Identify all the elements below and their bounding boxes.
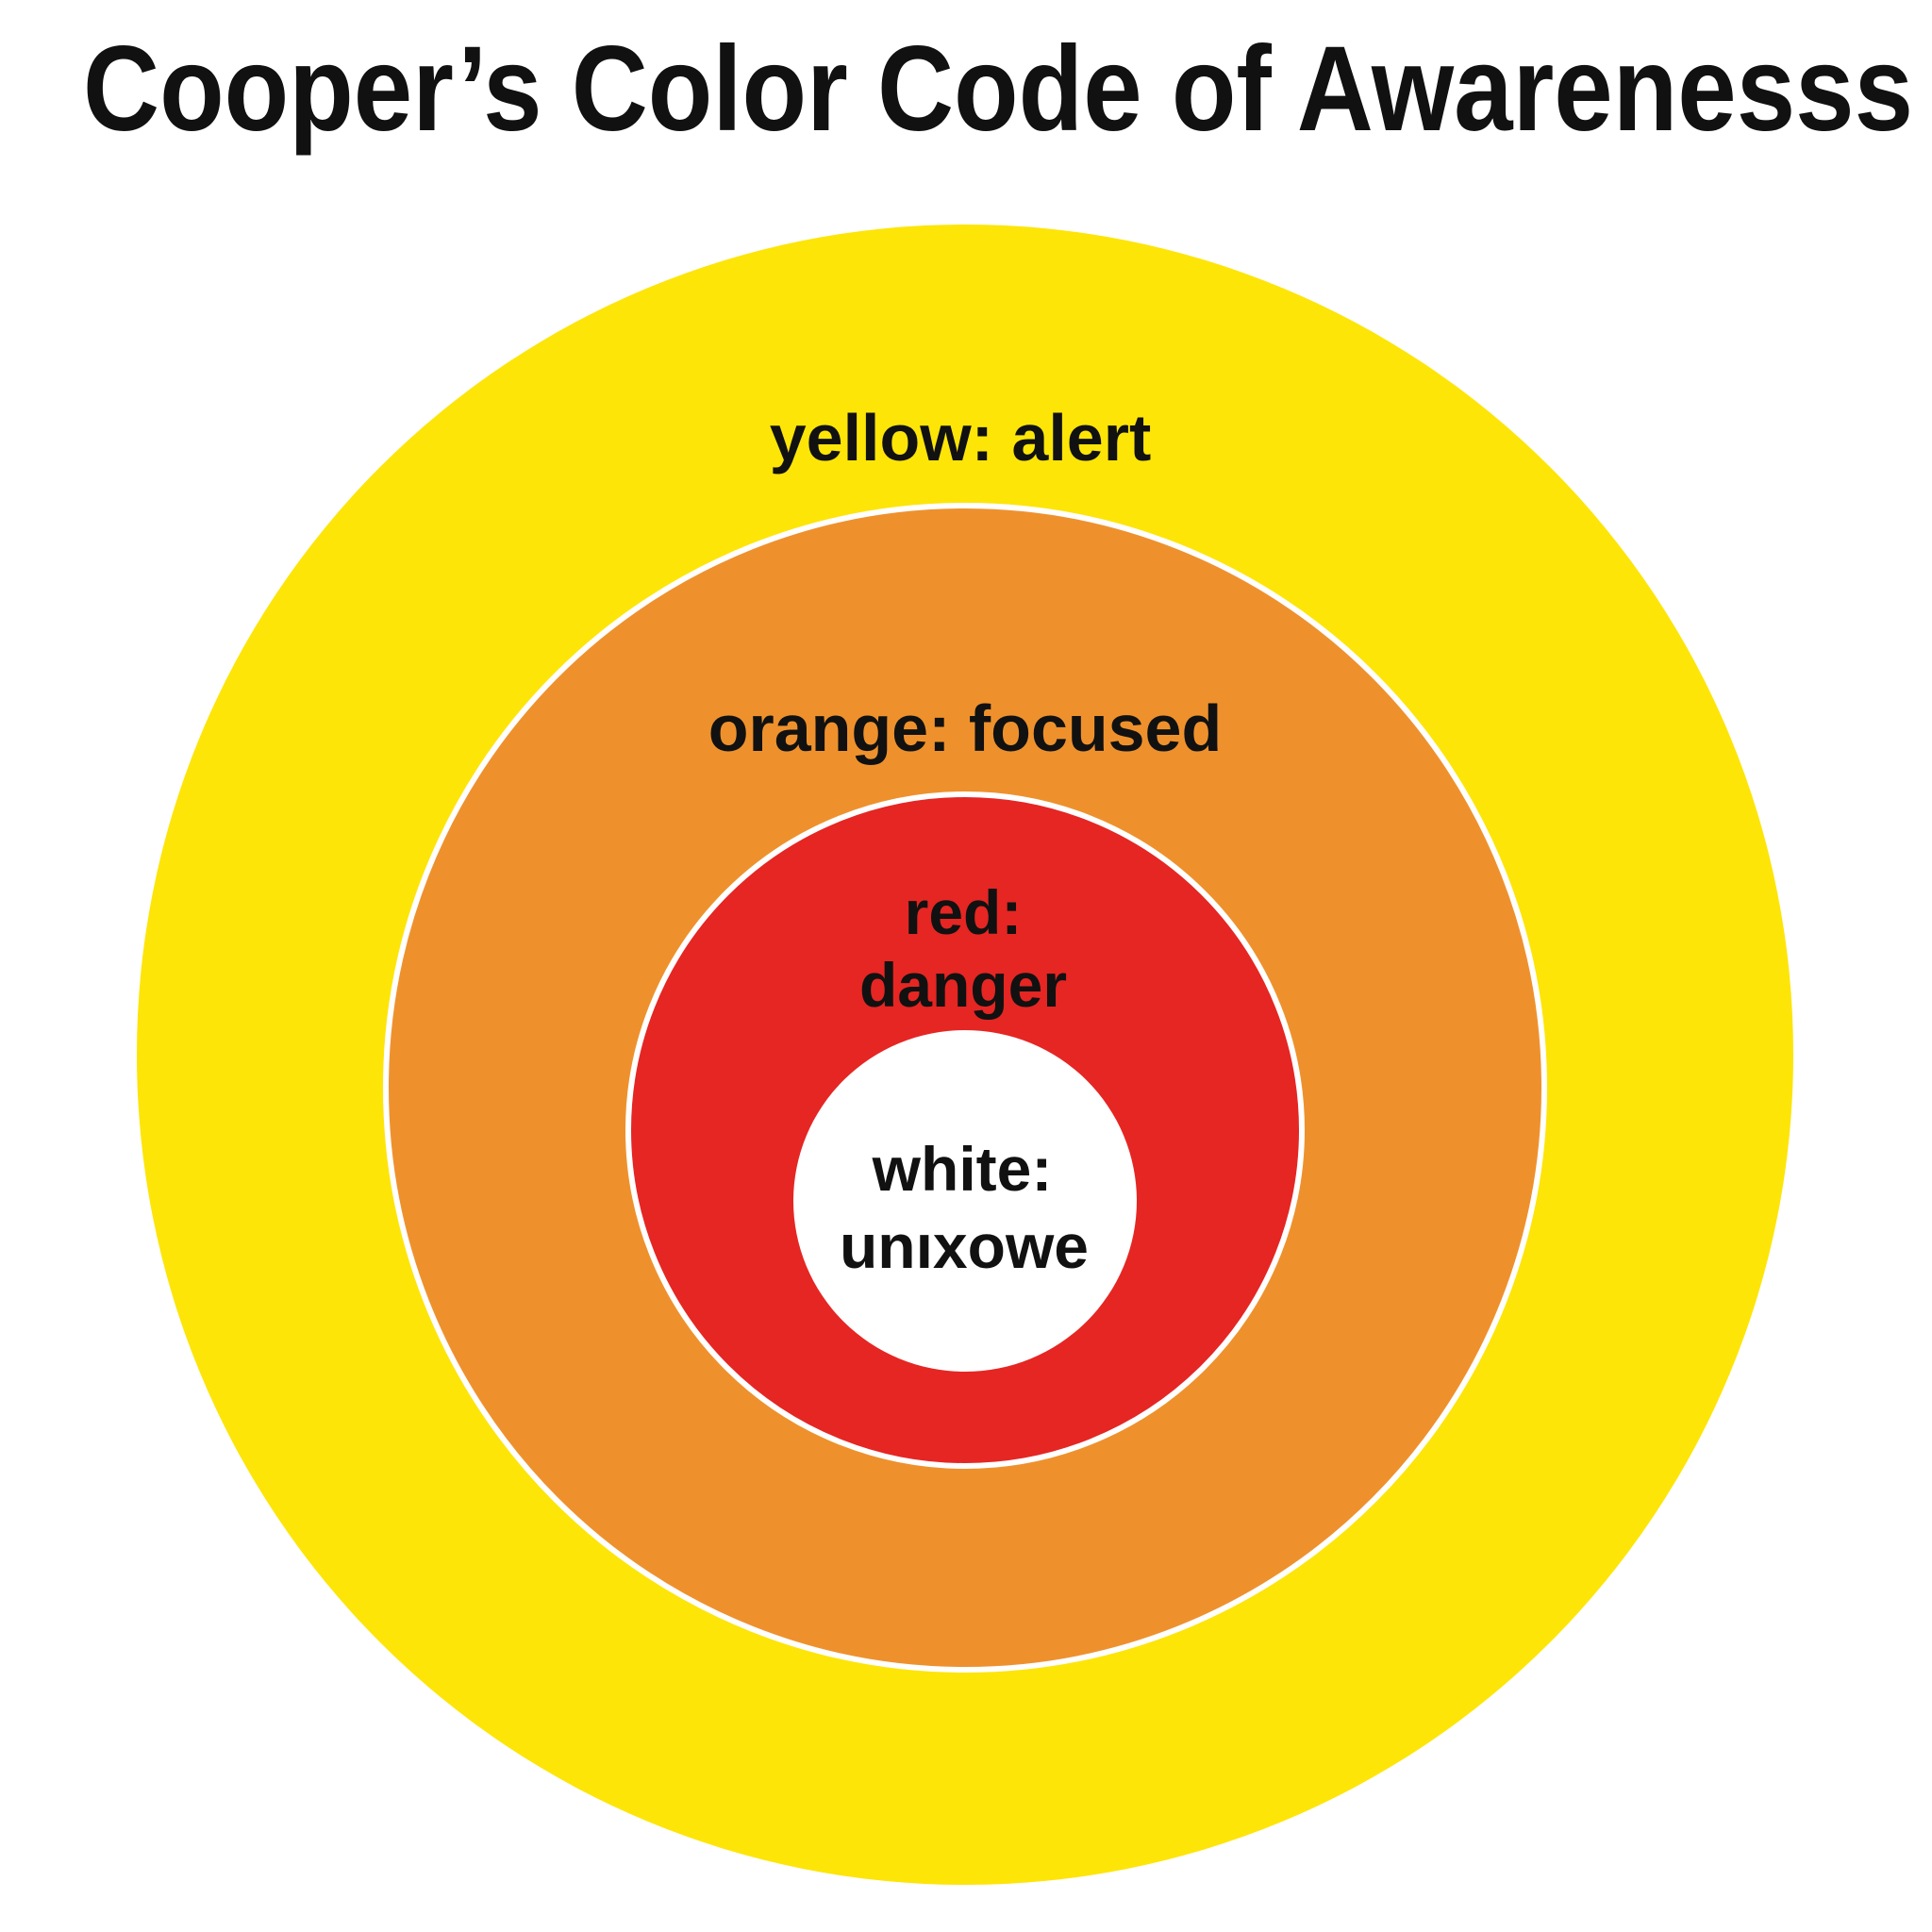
page-title: Cooper’s Color Code of Awarenesss [83,22,1913,157]
white-center [793,1030,1137,1372]
orange-ring-label: orange: focused [708,691,1223,765]
white-center-label-line-2: unıxowe [840,1211,1089,1281]
red-ring-label-line-2: danger [859,950,1067,1020]
yellow-ring-label: yellow: alert [770,401,1152,475]
white-center-label-line-1: white: [872,1134,1053,1204]
red-ring-label-line-1: red: [905,877,1023,947]
